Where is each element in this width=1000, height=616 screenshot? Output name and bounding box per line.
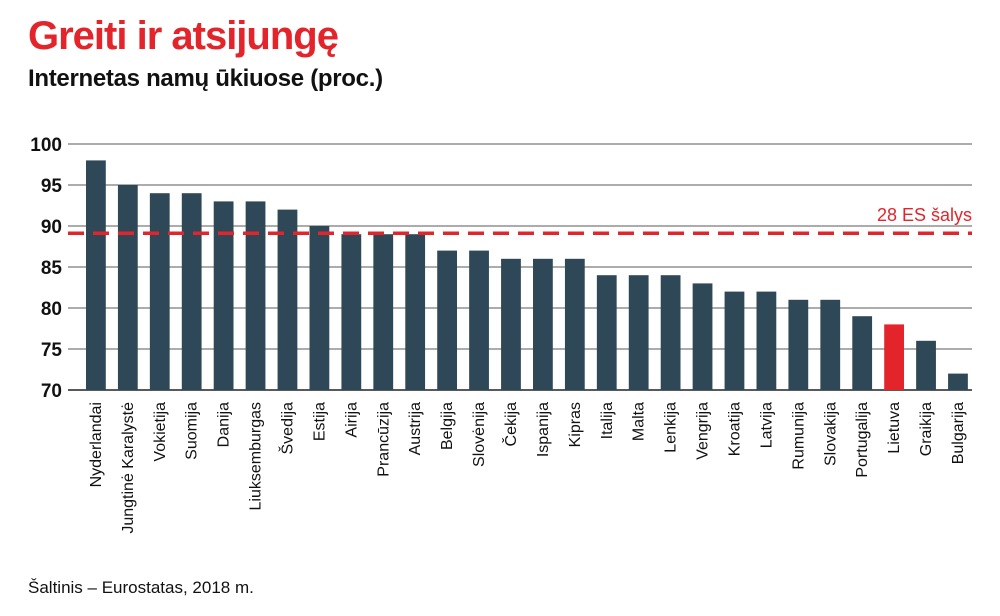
x-tick-label: Rumunija <box>790 402 807 470</box>
bar <box>884 324 905 390</box>
bar <box>437 250 458 390</box>
x-tick-label: Slovakija <box>822 402 839 466</box>
x-tick-label: Lenkija <box>663 402 680 453</box>
x-tick-label: Suomija <box>184 402 201 460</box>
bar <box>948 373 968 390</box>
bar <box>309 226 330 390</box>
bar <box>533 258 553 390</box>
x-tick-label: Graikija <box>918 402 935 456</box>
x-tick-label: Airija <box>343 402 360 438</box>
x-tick-label: Čekija <box>501 402 520 447</box>
y-tick-label: 85 <box>41 258 63 279</box>
x-tick-label: Slovėnija <box>471 402 488 467</box>
x-tick-label: Italija <box>599 402 616 439</box>
chart-subtitle: Internetas namų ūkiuose (proc.) <box>28 65 383 92</box>
bar <box>628 275 649 390</box>
bar <box>660 275 681 390</box>
bar <box>724 291 745 390</box>
chart-title: Greiti ir atsijungę <box>28 14 339 58</box>
x-tick-label: Nyderlandai <box>88 402 105 487</box>
bar <box>213 201 234 390</box>
bar <box>341 234 362 390</box>
bar <box>692 283 713 390</box>
bar <box>820 299 841 390</box>
bar <box>245 201 266 390</box>
bar <box>852 316 873 390</box>
bar <box>916 340 936 390</box>
x-tick-label: Vengrija <box>695 402 712 460</box>
x-tick-label: Bulgarija <box>950 402 967 464</box>
y-tick-label: 90 <box>41 217 62 238</box>
x-tick-label: Portugalija <box>854 402 871 478</box>
y-tick-label: 75 <box>41 340 63 361</box>
bar <box>564 258 585 390</box>
x-tick-label: Švedija <box>277 402 296 455</box>
x-tick-label: Malta <box>631 402 648 441</box>
bar <box>277 209 298 390</box>
x-tick-label: Prancūzija <box>375 402 392 477</box>
bar <box>149 193 170 390</box>
y-tick-label: 100 <box>30 135 62 156</box>
bar <box>117 185 138 390</box>
x-tick-label: Austrija <box>407 402 424 455</box>
x-tick-label: Jungtinė Karalystė <box>120 402 137 534</box>
source-note: Šaltinis – Eurostatas, 2018 m. <box>28 578 254 597</box>
bar <box>373 234 394 390</box>
bar <box>86 160 106 390</box>
bar <box>788 299 809 390</box>
bar <box>501 258 521 390</box>
x-tick-label: Latvija <box>758 402 775 448</box>
y-tick-label: 80 <box>41 299 62 320</box>
bar <box>469 250 489 390</box>
label-layer: 70 75 80 85 90 95 100 Nyderlandai Jungtinė Karal… <box>30 135 967 534</box>
x-tick-label: Belgija <box>439 402 456 450</box>
x-tick-label: Liuksemburgas <box>248 402 265 511</box>
x-tick-label: Lietuva <box>886 402 903 454</box>
reference-label: 28 ES šalys <box>877 205 972 225</box>
x-tick-label: Kroatija <box>726 402 743 456</box>
reference-layer: 28 ES šalys <box>68 205 972 235</box>
x-tick-label: Kipras <box>567 402 584 447</box>
bar <box>181 193 202 390</box>
y-tick-label: 95 <box>41 176 63 197</box>
bar <box>596 275 617 390</box>
bar <box>405 234 426 390</box>
x-tick-label: Ispanija <box>535 402 552 457</box>
bar <box>756 291 777 390</box>
x-tick-label: Vokietija <box>152 402 169 462</box>
bar-layer <box>86 160 968 390</box>
x-tick-label: Estija <box>311 402 328 441</box>
x-tick-label: Danija <box>216 402 233 447</box>
y-tick-label: 70 <box>41 381 62 402</box>
